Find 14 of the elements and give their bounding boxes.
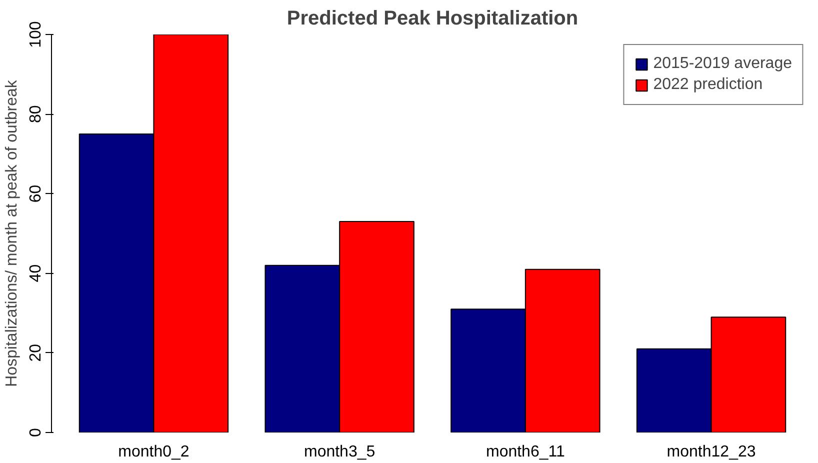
y-tick-label: 40 (28, 264, 44, 282)
legend-label: 2022 prediction (653, 76, 763, 94)
x-tick-label: month6_11 (486, 444, 565, 460)
x-tick-label: month3_5 (304, 444, 376, 460)
legend-label: 2015-2019 average (653, 55, 792, 73)
y-tick-label: 60 (28, 184, 44, 203)
x-tick-label: month12_23 (666, 444, 756, 460)
x-tick-label: month0_2 (118, 444, 190, 460)
y-tick-label: 100 (28, 21, 44, 48)
y-tick-label: 20 (28, 344, 44, 362)
y-tick-label: 80 (28, 105, 44, 123)
y-tick-label: 0 (28, 428, 44, 437)
chart-title: Predicted Peak Hospitalization (286, 8, 578, 30)
y-axis-title: Hospitalizations/ month at peak of outbreak (4, 79, 20, 387)
